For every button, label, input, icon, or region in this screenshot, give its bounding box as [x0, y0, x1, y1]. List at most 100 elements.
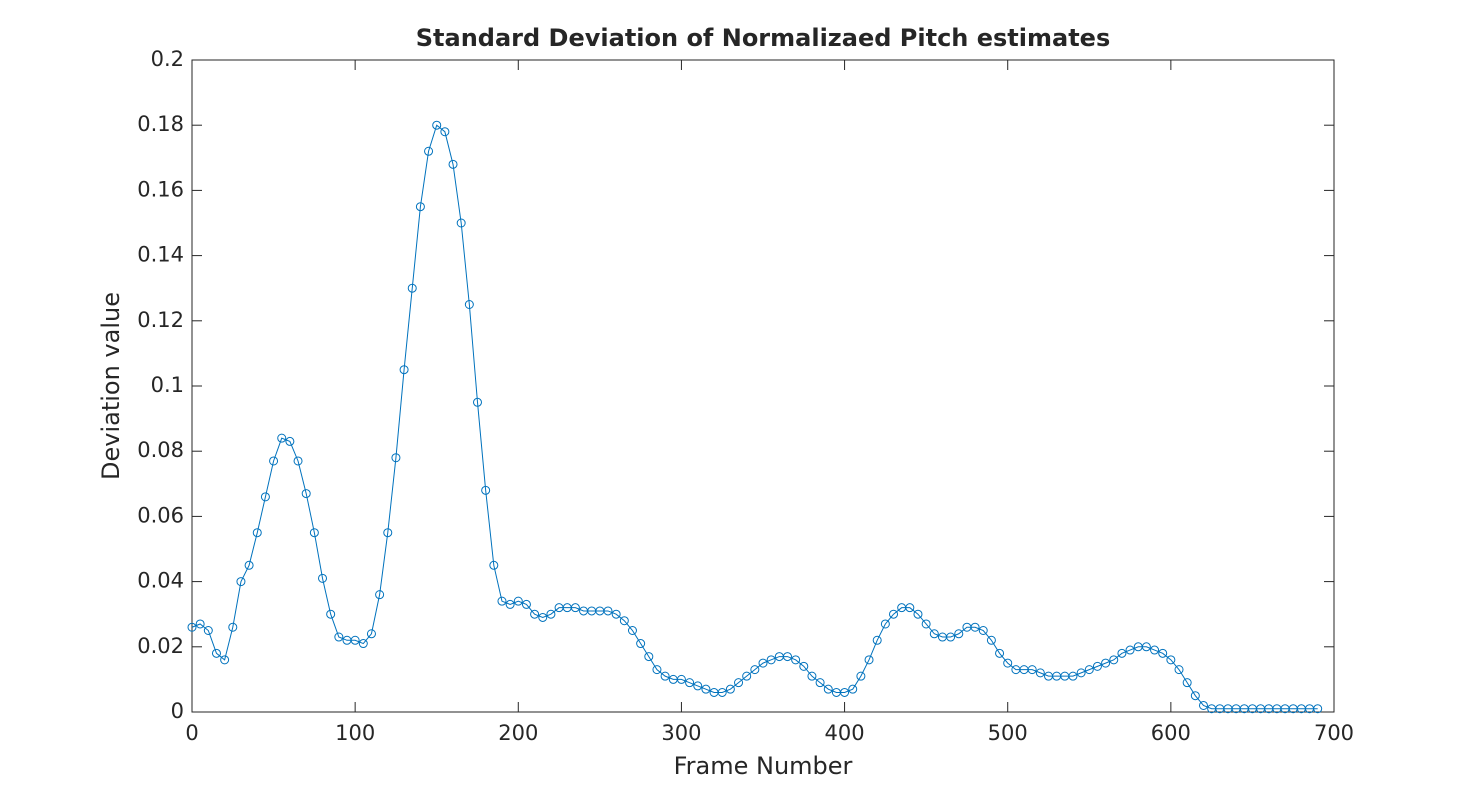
- marker: [1190, 691, 1200, 701]
- marker: [1166, 655, 1176, 665]
- marker: [1084, 665, 1094, 675]
- marker: [1027, 665, 1037, 675]
- marker: [644, 652, 654, 662]
- marker: [456, 218, 466, 228]
- marker: [1182, 678, 1192, 688]
- marker: [603, 606, 613, 616]
- marker: [1109, 655, 1119, 665]
- marker: [1068, 671, 1078, 681]
- y-tick-label: 0.02: [137, 634, 184, 658]
- marker: [538, 612, 548, 622]
- marker: [497, 596, 507, 606]
- marker: [334, 632, 344, 642]
- marker: [309, 528, 319, 538]
- marker: [807, 671, 817, 681]
- marker: [1003, 658, 1013, 668]
- line: [191, 124, 1318, 710]
- marker: [277, 433, 287, 443]
- marker: [611, 609, 621, 619]
- marker: [481, 485, 491, 495]
- marker: [701, 684, 711, 694]
- marker: [823, 684, 833, 694]
- chart-title: Standard Deviation of Normalizaed Pitch …: [416, 24, 1110, 52]
- marker: [905, 603, 915, 613]
- x-tick-label: 200: [498, 721, 538, 745]
- marker: [717, 687, 727, 697]
- marker: [848, 684, 858, 694]
- marker: [840, 687, 850, 697]
- x-tick-label: 600: [1151, 721, 1191, 745]
- marker: [252, 528, 262, 538]
- y-tick-label: 0.16: [137, 177, 184, 201]
- marker: [880, 619, 890, 629]
- marker: [619, 616, 629, 626]
- marker: [1313, 704, 1323, 714]
- x-axis-label: Frame Number: [674, 752, 853, 780]
- x-tick-label: 300: [661, 721, 701, 745]
- marker: [366, 629, 376, 639]
- marker: [627, 626, 637, 635]
- marker: [1092, 661, 1102, 671]
- marker: [921, 619, 931, 629]
- marker: [978, 626, 988, 635]
- marker: [546, 609, 556, 619]
- marker: [399, 365, 409, 375]
- marker: [236, 577, 246, 587]
- marker: [815, 678, 825, 688]
- marker: [1101, 658, 1111, 668]
- marker: [440, 127, 450, 137]
- x-tick-label: 0: [185, 721, 198, 745]
- marker: [1174, 665, 1184, 675]
- marker: [734, 678, 744, 688]
- marker: [652, 665, 662, 675]
- marker: [1035, 668, 1045, 678]
- marker: [505, 599, 515, 609]
- x-tick-label: 400: [825, 721, 865, 745]
- marker: [1158, 648, 1168, 658]
- marker: [187, 622, 197, 632]
- marker: [269, 456, 279, 466]
- y-tick-label: 0.12: [137, 308, 184, 332]
- x-tick-label: 500: [988, 721, 1028, 745]
- marker: [758, 658, 768, 668]
- marker: [676, 674, 686, 684]
- marker: [946, 632, 956, 642]
- marker: [318, 573, 328, 583]
- marker: [750, 665, 760, 675]
- marker: [889, 609, 899, 619]
- marker: [1117, 648, 1127, 658]
- marker: [1198, 700, 1208, 710]
- y-tick-label: 0.04: [137, 569, 184, 593]
- marker: [1076, 668, 1086, 678]
- marker: [220, 655, 230, 665]
- marker: [856, 671, 866, 681]
- marker: [350, 635, 360, 645]
- marker: [424, 146, 434, 156]
- marker: [391, 453, 401, 463]
- marker: [872, 635, 882, 645]
- y-tick-label: 0.1: [151, 373, 184, 397]
- x-tick-label: 100: [335, 721, 375, 745]
- marker: [415, 202, 425, 212]
- marker: [864, 655, 874, 665]
- marker: [913, 609, 923, 619]
- marker: [195, 619, 205, 629]
- marker: [489, 560, 499, 570]
- marker: [929, 629, 939, 639]
- y-tick-label: 0: [171, 699, 184, 723]
- marker: [244, 560, 254, 570]
- marker: [383, 528, 393, 538]
- marker: [521, 599, 531, 609]
- marker: [995, 648, 1005, 658]
- marker: [464, 300, 474, 309]
- marker: [570, 603, 580, 613]
- marker: [375, 590, 385, 600]
- marker: [685, 678, 695, 688]
- marker: [1141, 642, 1151, 652]
- marker: [791, 655, 801, 665]
- marker: [326, 609, 336, 619]
- marker: [260, 492, 270, 502]
- marker: [742, 671, 752, 681]
- marker: [513, 596, 523, 606]
